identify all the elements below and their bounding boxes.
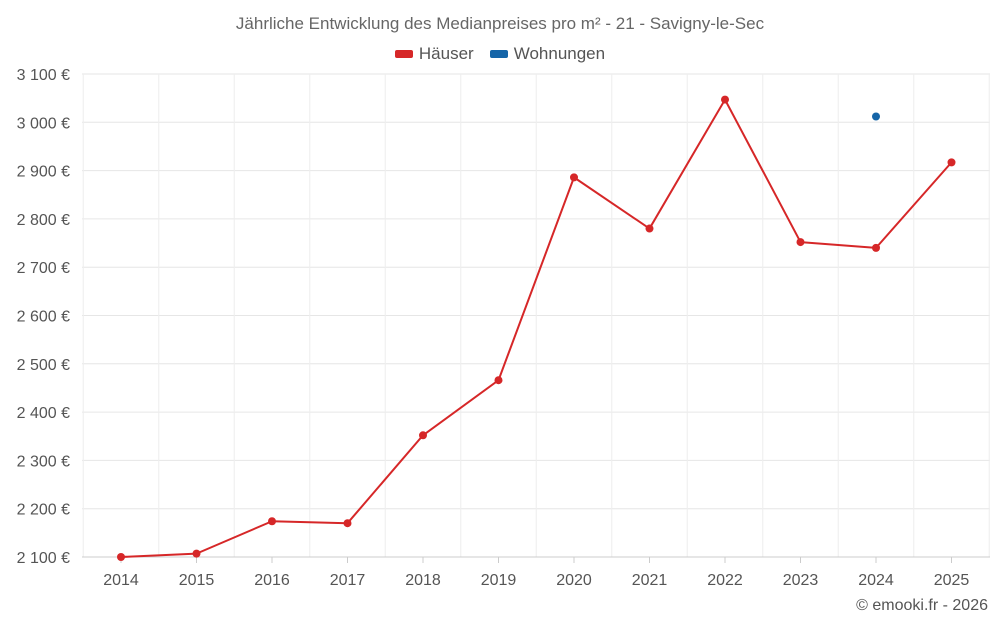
series-line-haeuser <box>120 98 953 558</box>
credit-text: © emooki.fr - 2026 <box>856 597 988 614</box>
data-point-haeuser <box>570 173 578 182</box>
y-tick-label: 2 500 € <box>17 357 70 374</box>
x-tick-label: 2021 <box>632 572 668 589</box>
data-point-haeuser <box>268 517 276 526</box>
data-point-haeuser <box>419 431 427 440</box>
data-point-haeuser <box>192 549 201 558</box>
data-point-haeuser <box>343 519 352 528</box>
data-point-haeuser <box>117 553 125 561</box>
x-tick-label: 2020 <box>556 572 592 589</box>
legend-label-wohnungen: Wohnungen <box>513 44 606 63</box>
legend-label-haeuser: Häuser <box>418 44 474 63</box>
data-point-haeuser <box>721 95 729 104</box>
y-tick-label: 3 000 € <box>17 115 70 132</box>
legend: Häuser Wohnungen <box>0 44 1000 64</box>
y-tick-label: 2 900 € <box>17 164 70 181</box>
chart-title: Jährliche Entwicklung des Medianpreises … <box>235 14 765 33</box>
x-tick-label: 2023 <box>783 572 819 589</box>
x-tick-label: 2018 <box>405 572 441 589</box>
x-tick-label: 2016 <box>254 572 290 589</box>
x-tick-label: 2024 <box>858 572 894 589</box>
data-point-haeuser <box>872 243 880 252</box>
legend-swatch-haeuser <box>394 50 413 58</box>
y-tick-label: 2 100 € <box>17 550 70 567</box>
y-tick-label: 2 400 € <box>17 405 70 422</box>
x-tick-label: 2017 <box>330 572 366 589</box>
x-tick-label: 2014 <box>103 572 139 589</box>
y-tick-label: 2 600 € <box>17 309 70 326</box>
x-tick-label: 2019 <box>481 572 517 589</box>
legend-swatch-wohnungen <box>489 50 508 58</box>
y-tick-label: 2 700 € <box>17 260 70 277</box>
legend-item-haeuser[interactable]: Häuser <box>394 44 474 64</box>
data-point-haeuser <box>796 238 805 247</box>
x-tick-label: 2022 <box>707 572 743 589</box>
y-tick-label: 2 800 € <box>17 212 70 229</box>
y-tick-label: 2 300 € <box>17 453 70 470</box>
y-tick-label: 3 100 € <box>17 67 70 84</box>
data-point-haeuser <box>494 376 503 385</box>
x-tick-label: 2025 <box>934 572 970 589</box>
data-point-haeuser <box>645 224 654 233</box>
data-point-haeuser <box>947 158 956 167</box>
data-point-wohnungen <box>872 112 880 121</box>
y-tick-label: 2 200 € <box>17 502 70 519</box>
x-tick-label: 2015 <box>179 572 215 589</box>
legend-item-wohnungen[interactable]: Wohnungen <box>489 44 606 64</box>
